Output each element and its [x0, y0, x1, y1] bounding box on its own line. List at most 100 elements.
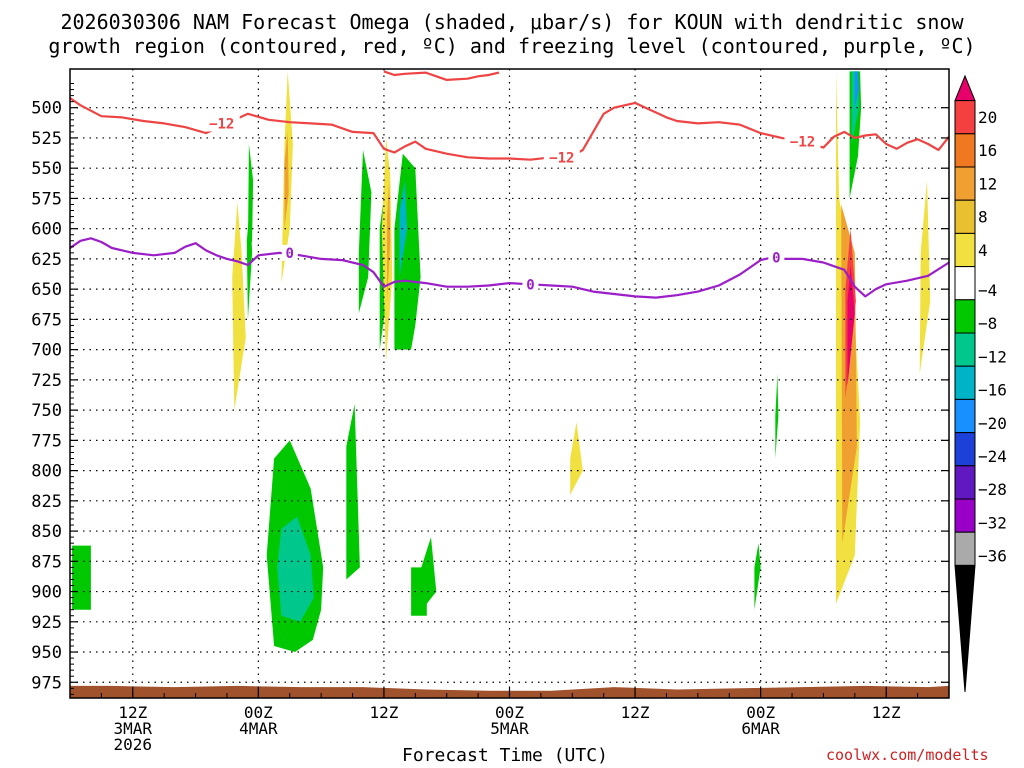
colorbar-box-8 [954, 365, 976, 400]
credit-text: coolwx.com/modelts [826, 746, 989, 764]
omega-region-15 [399, 180, 407, 278]
freezing-label-3: 0 [772, 251, 780, 267]
x-tick-label-12-2: 2026 [114, 735, 153, 754]
x-tick-label-84-0: 12Z [872, 703, 901, 722]
x-tick-label-48-1: 5MAR [490, 719, 529, 738]
colorbar-box-13 [954, 531, 976, 566]
colorbar-label-12: −32 [978, 513, 1007, 532]
dgz-label-3-bg [784, 133, 821, 150]
y-tick-label-525: 525 [31, 129, 62, 149]
y-tick-label-825: 825 [31, 492, 62, 512]
colorbar-label-5: −4 [978, 281, 997, 300]
colorbar-box-3 [954, 199, 976, 234]
omega-region-6 [284, 131, 289, 229]
colorbar-label-4: 4 [978, 241, 988, 260]
freezing-label-1-bg [281, 244, 298, 261]
x-tick-label-12-1: 3MAR [114, 719, 153, 738]
colorbar-label-1: 16 [978, 141, 997, 160]
x-tick-label-12-0: 12Z [118, 703, 147, 722]
colorbar-box-4 [954, 232, 976, 268]
plot-frame [69, 68, 950, 699]
omega-region-24 [847, 265, 855, 386]
omega-region-20 [775, 373, 779, 459]
omega-region-9 [346, 404, 360, 580]
omega-region-14 [394, 153, 421, 350]
x-tick-label-24-1: 4MAR [239, 719, 278, 738]
chart-title: 2026030306 NAM Forecast Omega (shaded, μ… [60, 10, 964, 34]
colorbar-label-10: −24 [978, 447, 1007, 466]
y-tick-label-900: 900 [31, 583, 62, 603]
y-tick-label-925: 925 [31, 613, 62, 633]
y-tick-label-975: 975 [31, 673, 62, 693]
y-tick-label-850: 850 [31, 522, 62, 542]
colorbar-top-triangle [954, 74, 976, 102]
omega-region-13 [387, 180, 391, 302]
omega-region-4 [247, 144, 254, 253]
x-tick-label-24-0: 00Z [244, 703, 273, 722]
y-tick-label-650: 650 [31, 280, 62, 300]
y-tick-label-675: 675 [31, 310, 62, 330]
x-tick-label-72-1: 6MAR [741, 719, 780, 738]
y-tick-label-725: 725 [31, 371, 62, 391]
omega-region-10 [358, 150, 372, 314]
x-axis-label: Forecast Time (UTC) [402, 745, 608, 766]
colorbar-label-7: −12 [978, 347, 1007, 366]
colorbar-box-2 [954, 166, 976, 201]
colorbar-box-9 [954, 398, 976, 434]
colorbar-label-8: −16 [978, 381, 1007, 400]
colorbar-label-0: 20 [978, 108, 997, 127]
x-tick-label-48-0: 00Z [495, 703, 524, 722]
dgz-label-3: −12 [790, 135, 815, 151]
omega-region-18 [570, 422, 583, 495]
colorbar-box-1 [954, 133, 976, 168]
y-tick-label-625: 625 [31, 250, 62, 270]
colorbar-bottom-triangle [954, 564, 976, 693]
chart-subtitle: growth region (contoured, red, ºC) and f… [48, 34, 976, 58]
dgz-label-1-bg [203, 115, 240, 132]
colorbar-box-5 [954, 266, 976, 301]
omega-region-1 [75, 552, 86, 604]
freezing-label-1: 0 [286, 246, 294, 262]
omega-region-2 [232, 202, 246, 411]
omega-region-12 [381, 137, 393, 362]
colorbar-box-7 [954, 332, 976, 367]
colorbar-label-9: −20 [978, 414, 1007, 433]
freezing-level-line [70, 237, 949, 299]
colorbar-box-12 [954, 498, 976, 533]
colorbar-label-2: 12 [978, 174, 997, 193]
x-tick-label-36-0: 12Z [369, 703, 398, 722]
y-tick-label-950: 950 [31, 643, 62, 663]
y-tick-label-750: 750 [31, 401, 62, 421]
y-tick-label-500: 500 [31, 99, 62, 119]
freezing-label-2-bg [522, 276, 539, 293]
y-tick-label-550: 550 [31, 159, 62, 179]
y-tick-label-775: 775 [31, 431, 62, 451]
dgz-contour-line [70, 97, 949, 161]
colorbar-box-10 [954, 432, 976, 467]
omega-region-27 [854, 71, 859, 108]
y-tick-label-600: 600 [31, 220, 62, 240]
colorbar-box-0 [954, 100, 976, 135]
colorbar-label-13: −36 [978, 547, 1007, 566]
colorbar-box-11 [954, 465, 976, 500]
colorbar-label-3: 8 [978, 208, 988, 227]
y-tick-label-700: 700 [31, 341, 62, 361]
omega-region-19 [754, 543, 761, 610]
freezing-label-3-bg [768, 249, 785, 266]
dgz-label-1: −12 [209, 116, 234, 132]
y-tick-label-800: 800 [31, 462, 62, 482]
colorbar-box-6 [954, 299, 976, 334]
x-tick-label-72-0: 00Z [746, 703, 775, 722]
y-tick-label-875: 875 [31, 552, 62, 572]
dgz-contour-line-upper [383, 70, 500, 81]
freezing-label-2: 0 [526, 277, 534, 293]
dgz-label-2-bg [543, 149, 580, 166]
omega-region-8 [277, 516, 314, 622]
dgz-label-2: −12 [549, 150, 574, 166]
colorbar-label-6: −8 [978, 314, 997, 333]
colorbar-label-11: −28 [978, 480, 1007, 499]
y-tick-label-575: 575 [31, 189, 62, 209]
omega-region-17 [417, 537, 437, 616]
x-tick-label-60-0: 12Z [621, 703, 650, 722]
